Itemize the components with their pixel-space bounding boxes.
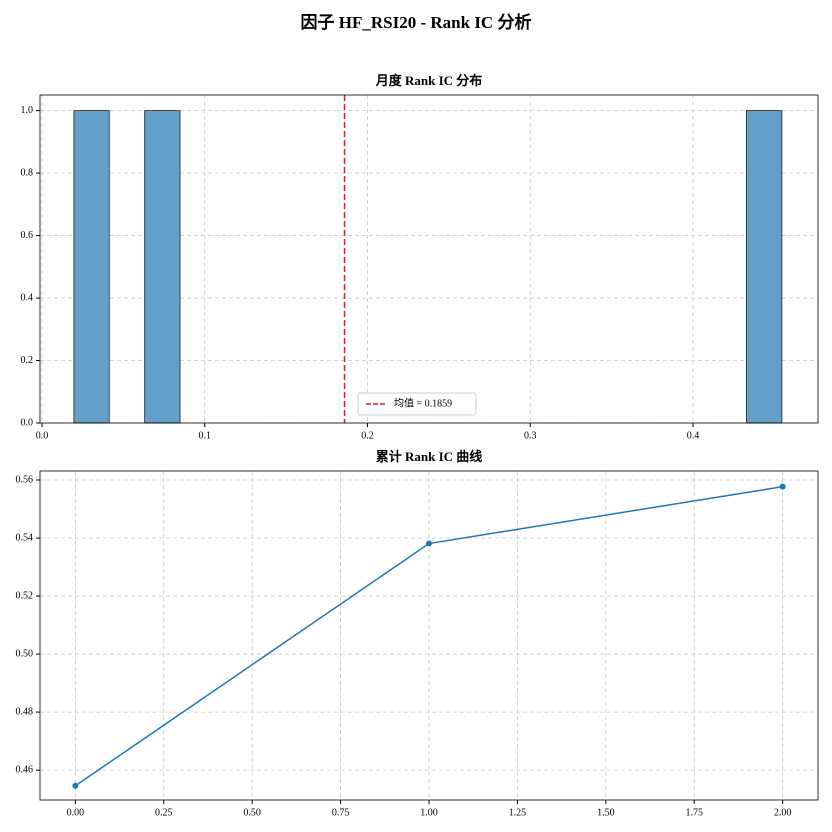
chart-title: 累计 Rank IC 曲线 [376, 449, 483, 464]
legend-box [357, 392, 477, 416]
point [779, 483, 786, 490]
y-tick-label: 0.52 [16, 590, 34, 601]
legend-label: 均值 = 0.1859 [394, 396, 452, 409]
bar [73, 110, 110, 424]
axes-frame [39, 94, 819, 424]
axes-frame [39, 470, 819, 801]
x-tick-label: 0.1 [198, 430, 211, 441]
x-tick-label: 0.25 [155, 807, 173, 818]
x-tick-label: 1.50 [597, 807, 615, 818]
y-tick-label: 0.6 [21, 230, 34, 241]
x-tick-label: 0.2 [361, 430, 374, 441]
x-tick-label: 1.25 [509, 807, 527, 818]
bar [746, 110, 783, 424]
y-tick-label: 0.54 [16, 532, 34, 543]
y-tick-label: 0.50 [16, 648, 34, 659]
point [426, 540, 432, 547]
point [72, 782, 79, 789]
y-tick-label: 0.0 [21, 417, 34, 428]
y-tick-label: 0.4 [21, 292, 34, 303]
x-tick-label: 0.75 [332, 807, 350, 818]
x-tick-label: 0.3 [524, 430, 537, 441]
x-tick-label: 0.0 [36, 430, 49, 441]
bar [144, 110, 181, 424]
y-tick-label: 0.48 [16, 706, 34, 717]
x-tick-label: 0.50 [243, 807, 261, 818]
x-tick-label: 0.4 [687, 430, 700, 441]
y-tick-label: 0.46 [16, 764, 34, 775]
x-tick-label: 0.00 [67, 807, 85, 818]
x-tick-label: 2.00 [774, 807, 792, 818]
chart-title: 月度 Rank IC 分布 [375, 73, 483, 88]
x-tick-label: 1.00 [420, 807, 438, 818]
y-tick-label: 0.2 [21, 355, 34, 366]
x-tick-label: 1.75 [685, 807, 703, 818]
y-tick-label: 1.0 [21, 105, 34, 116]
y-tick-label: 0.8 [21, 167, 34, 178]
y-tick-label: 0.56 [16, 474, 34, 485]
figure-title: 因子 HF_RSI20 - Rank IC 分析 [301, 12, 532, 32]
